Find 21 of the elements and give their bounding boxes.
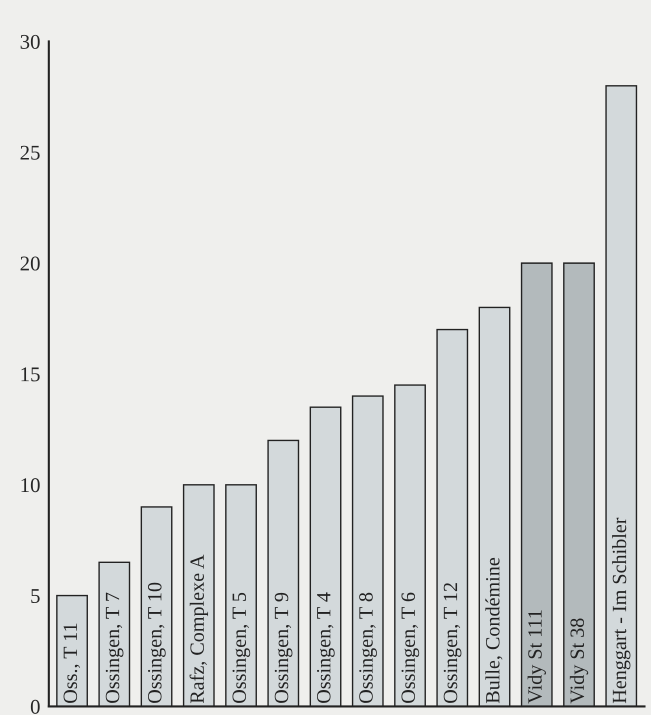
x-tick-label: Henggart - Im Schibler xyxy=(612,518,630,704)
y-tick-label: 0 xyxy=(30,700,40,714)
x-tick-label: Ossingen, T 4 xyxy=(316,592,335,703)
y-tick-label: 5 xyxy=(31,589,40,604)
x-tick-label: Ossingen, T 7 xyxy=(106,592,124,703)
y-tick-label: 25 xyxy=(20,146,40,160)
x-tick-label: Oss., T 11 xyxy=(64,624,80,703)
x-tick-label: Ossingen, T 12 xyxy=(444,583,462,703)
x-tick-label: Ossingen, T 6 xyxy=(401,592,420,703)
y-tick-label: 15 xyxy=(21,367,40,382)
x-tick-label: Ossingen, T 8 xyxy=(359,592,377,703)
y-tick-label: 30 xyxy=(20,34,40,49)
x-tick-label: Vidy St 38 xyxy=(570,618,588,704)
x-tick-label: Ossingen, T 10 xyxy=(148,582,166,703)
x-tick-label: Bulle, Condémine xyxy=(485,558,502,704)
y-tick-label: 20 xyxy=(20,256,40,271)
x-tick-label: Ossingen, T 5 xyxy=(232,592,250,703)
x-tick-label: Rafz, Complexe A xyxy=(190,554,208,704)
y-tick-label: 10 xyxy=(21,478,40,492)
x-tick-label: Ossingen, T 9 xyxy=(274,592,292,703)
x-tick-label: Vidy St 111 xyxy=(528,610,546,704)
